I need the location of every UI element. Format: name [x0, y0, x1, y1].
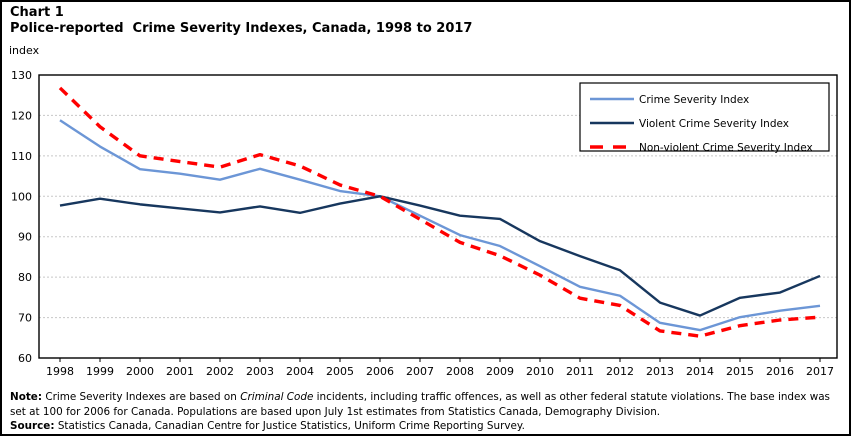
chart-title: Police-reported Crime Severity Indexes, …	[10, 21, 473, 36]
x-axis-label: 2014	[686, 365, 714, 378]
x-axis-label: 2004	[286, 365, 314, 378]
y-axis-label: 130	[11, 69, 32, 82]
y-axis-unit-label: index	[9, 44, 40, 57]
note-label: Note:	[10, 391, 43, 403]
note-body-2: incidents, including traffic offences, a…	[10, 391, 830, 418]
x-axis-label: 2010	[526, 365, 554, 378]
x-axis-label: 2011	[566, 365, 594, 378]
source-body: Statistics Canada, Canadian Centre for J…	[54, 420, 525, 433]
x-axis-label: 2017	[806, 365, 834, 378]
legend-box	[579, 82, 830, 152]
x-axis-label: 2009	[486, 365, 514, 378]
x-axis-label: 2013	[646, 365, 674, 378]
x-axis-label: 2006	[366, 365, 394, 378]
source-text: Source: Statistics Canada, Canadian Cent…	[10, 419, 847, 434]
x-axis-label: 2008	[446, 365, 474, 378]
legend-label-crime-severity-index: Crime Severity Index	[639, 94, 749, 106]
note-body-1: Crime Severity Indexes are based on	[42, 391, 241, 403]
y-axis-label: 60	[18, 352, 32, 365]
y-axis-label: 80	[18, 271, 32, 284]
series-line-crime-severity-index	[59, 119, 821, 332]
chart-notes: Note: Crime Severity Indexes are based o…	[10, 390, 847, 434]
y-axis-label: 90	[18, 231, 32, 244]
plot-border	[38, 74, 838, 359]
x-axis-label: 2012	[606, 365, 634, 378]
series-line-violent-crime-severity-index	[59, 195, 821, 317]
series-line-non-violent-crime-severity-index	[58, 86, 821, 338]
y-axis-label: 110	[11, 150, 32, 163]
x-axis-label: 2000	[126, 365, 154, 378]
y-axis-label: 120	[11, 109, 32, 122]
x-axis-label: 2015	[726, 365, 754, 378]
y-axis-label: 70	[18, 312, 32, 325]
x-axis-label: 2001	[166, 365, 194, 378]
x-axis-label: 2005	[326, 365, 354, 378]
x-axis-label: 1999	[86, 365, 114, 378]
source-label: Source:	[10, 420, 55, 433]
x-axis-label: 2002	[206, 365, 234, 378]
legend-label-non-violent-crime-severity-index: Non-violent Crime Severity Index	[639, 142, 813, 154]
x-axis-label: 2003	[246, 365, 274, 378]
chart-number-label: Chart 1	[10, 5, 64, 20]
note-text: Note: Crime Severity Indexes are based o…	[10, 390, 847, 419]
x-axis-label: 2007	[406, 365, 434, 378]
y-axis-label: 100	[11, 190, 32, 203]
x-axis-label: 2016	[766, 365, 794, 378]
legend-label-violent-crime-severity-index: Violent Crime Severity Index	[639, 118, 789, 130]
x-axis-label: 1998	[46, 365, 74, 378]
note-italic-term: Criminal Code	[240, 391, 314, 403]
